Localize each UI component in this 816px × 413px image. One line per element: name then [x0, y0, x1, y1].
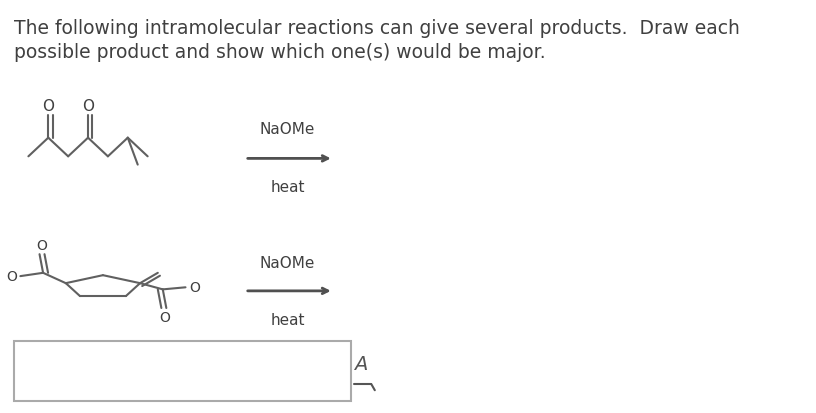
- Text: O: O: [6, 269, 17, 283]
- Text: possible product and show which one(s) would be major.: possible product and show which one(s) w…: [14, 43, 546, 62]
- Text: heat: heat: [270, 312, 304, 327]
- Text: O: O: [36, 239, 47, 252]
- Text: O: O: [159, 310, 170, 324]
- Text: NaOMe: NaOMe: [259, 121, 315, 136]
- Bar: [14, 341, 352, 401]
- Text: The following intramolecular reactions can give several products.  Draw each: The following intramolecular reactions c…: [14, 19, 740, 38]
- Text: NaOMe: NaOMe: [259, 256, 315, 271]
- Text: O: O: [82, 99, 94, 114]
- Text: A: A: [354, 354, 367, 373]
- Text: heat: heat: [270, 180, 304, 195]
- Text: O: O: [42, 99, 55, 114]
- Text: O: O: [189, 280, 200, 294]
